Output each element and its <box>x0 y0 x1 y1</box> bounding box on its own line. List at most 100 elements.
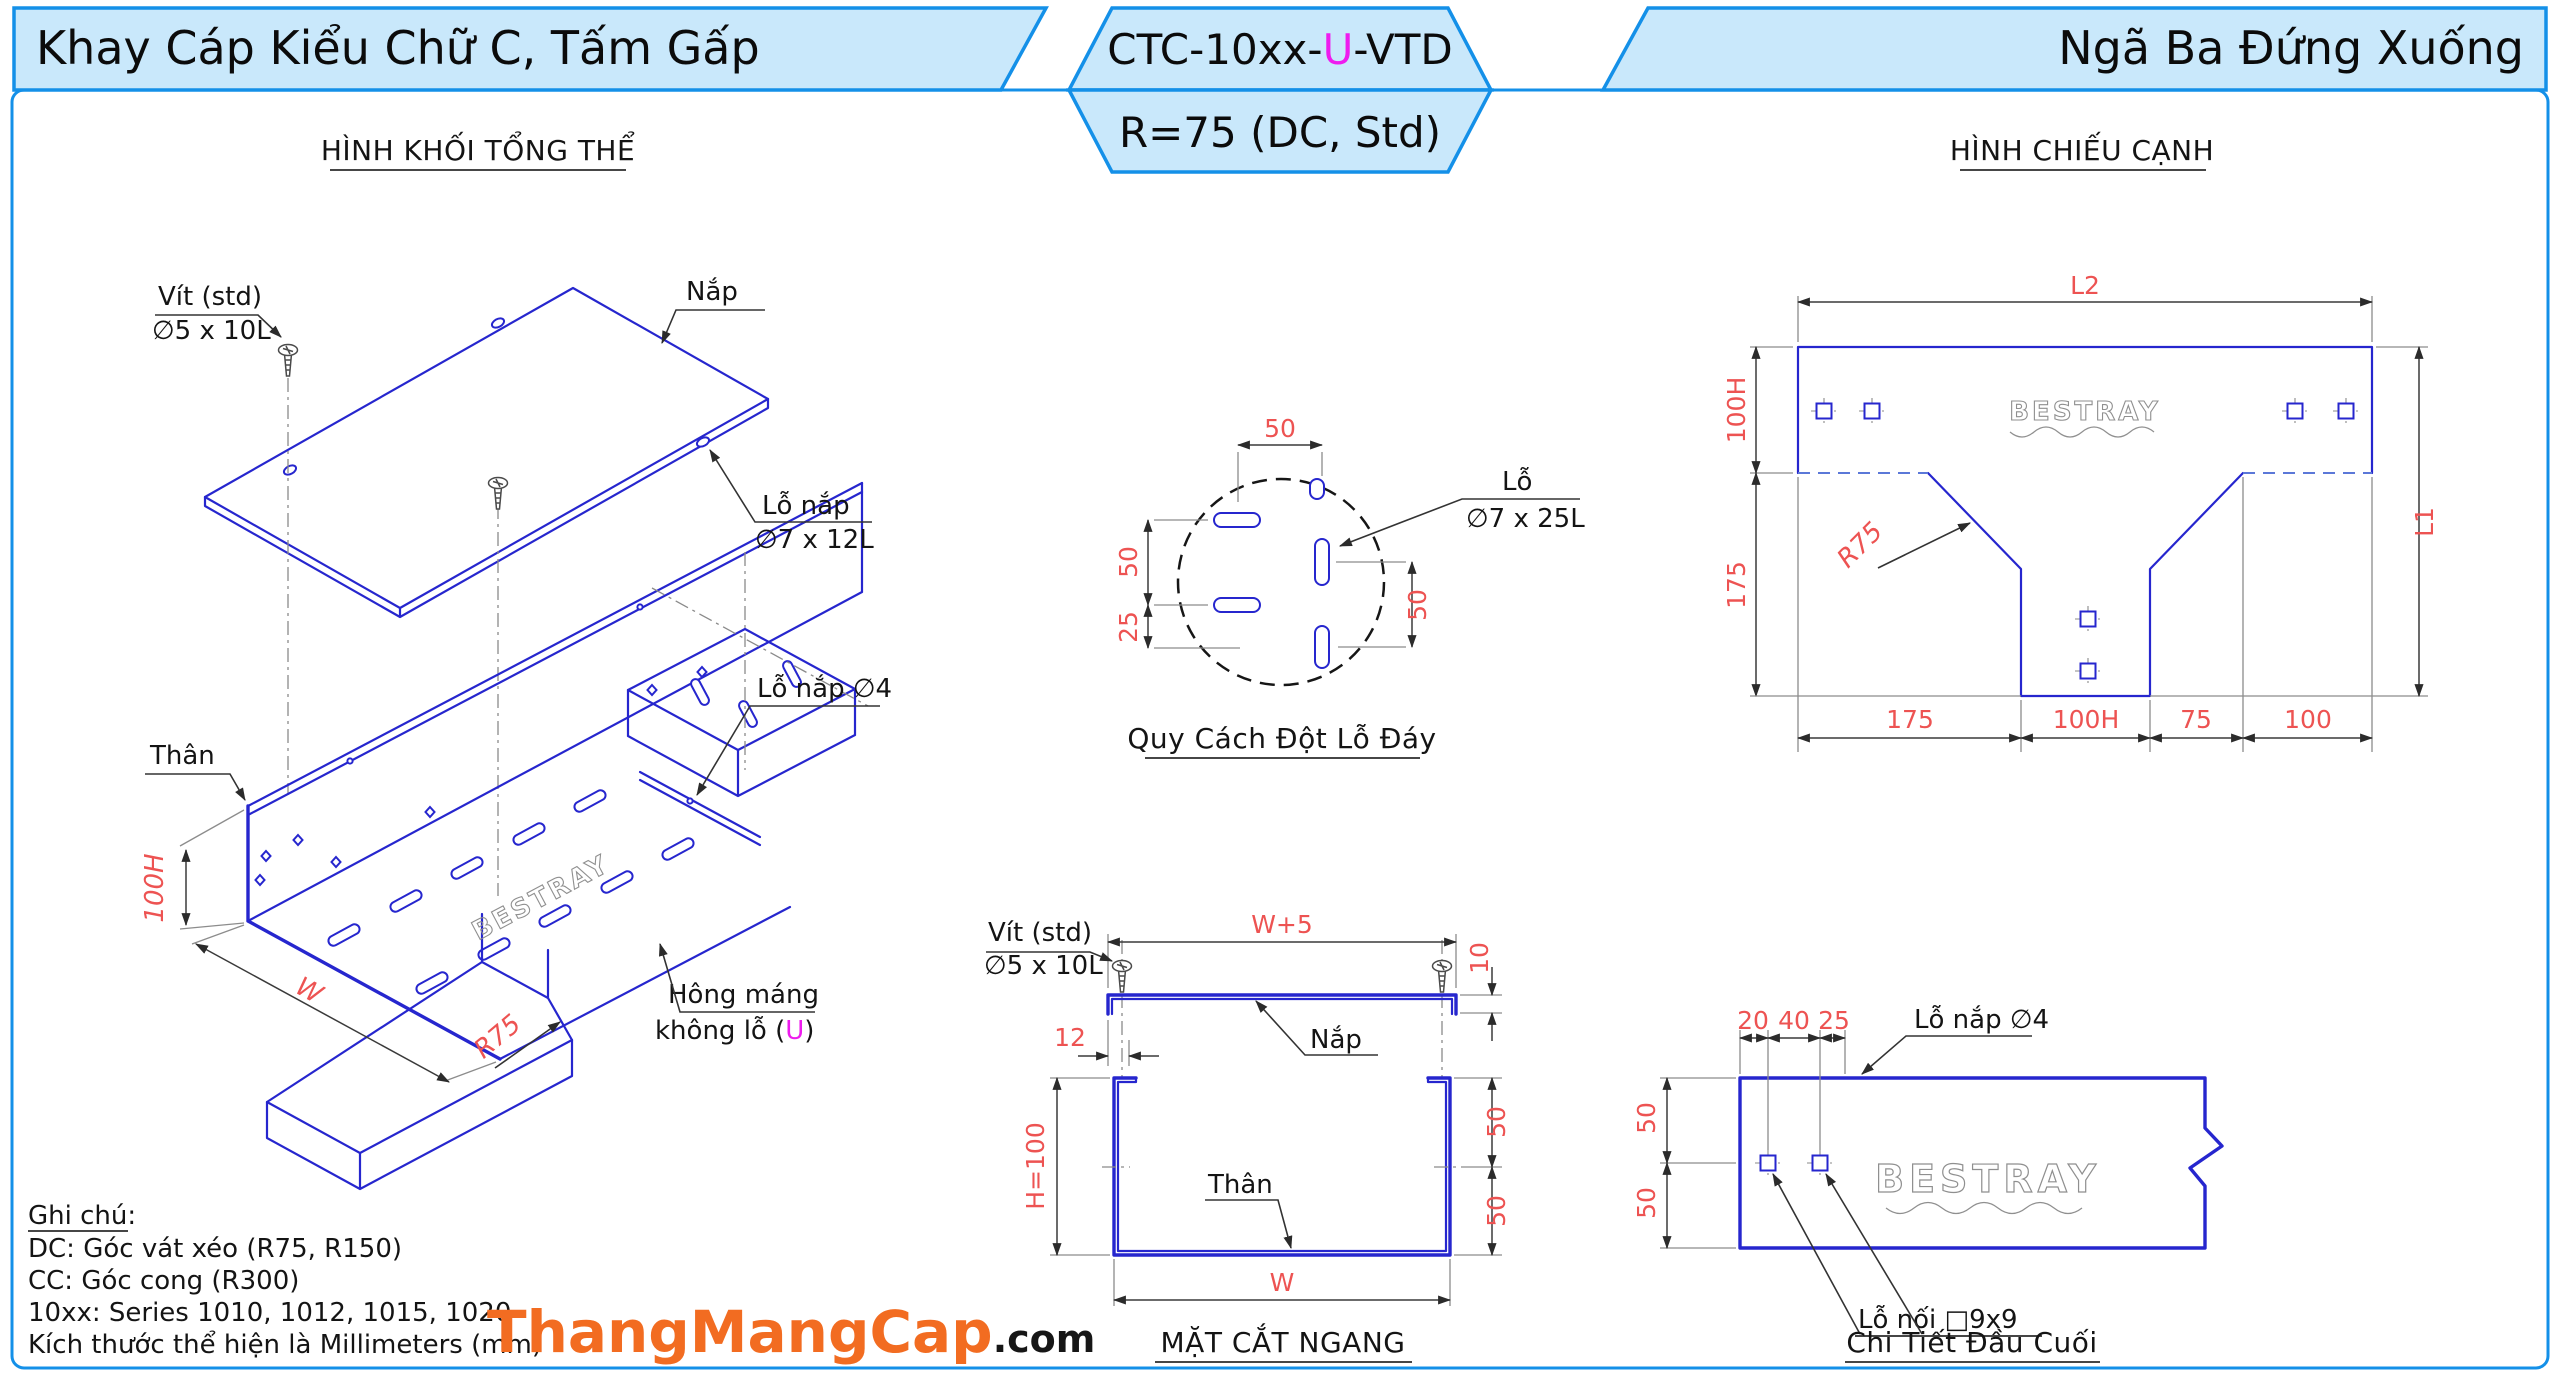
header: Khay Cáp Kiểu Chữ C, Tấm Gấp CTC-10xx-U-… <box>12 6 2548 174</box>
iso-body: BESTRAY <box>246 481 869 1191</box>
dim-bottom-175: 175 <box>1886 705 1934 734</box>
end-detail-view: BESTRAY 20 40 25 50 50 Lỗ nắp ∅4 Lỗ nối … <box>1632 1004 2224 1363</box>
header-right-banner <box>1600 6 2548 92</box>
punch-slot <box>1213 597 1261 613</box>
label-punch-hole-size: ∅7 x 25L <box>1466 504 1585 534</box>
cover-hole <box>490 317 506 329</box>
label-screw: Vít (std) <box>158 282 262 312</box>
end-title: Chi Tiết Đầu Cuối <box>1846 1326 2097 1359</box>
dim-left-50: 50 <box>1114 546 1143 578</box>
cover-hole <box>695 436 711 448</box>
punch-slot-partial <box>1309 478 1325 500</box>
punch-view: 50 50 25 50 Lỗ ∅7 x 25L Quy Cách Đột Lỗ … <box>1114 414 1585 759</box>
dim-10: 10 <box>1465 942 1494 974</box>
end-labels: Lỗ nắp ∅4 Lỗ nối □9x9 <box>1772 1004 2049 1337</box>
end-plate <box>1738 1076 2224 1250</box>
dim-right-50: 50 <box>1403 589 1432 621</box>
dim-50-lower: 50 <box>1482 1195 1511 1227</box>
rail-hole <box>686 797 694 805</box>
label-screw-size: ∅5 x 10L <box>984 951 1103 981</box>
label-joint-hole: Lỗ nối □9x9 <box>1858 1304 2018 1335</box>
punch-boundary <box>1176 477 1386 687</box>
bestray-watermark: BESTRAY <box>467 849 615 947</box>
bestray-watermark: BESTRAY <box>2009 397 2161 427</box>
rail-hole <box>636 603 644 611</box>
iso-branch <box>265 552 869 1191</box>
iso-cover <box>203 286 770 619</box>
dim-50-upper: 50 <box>1632 1102 1661 1134</box>
dim-top-50: 50 <box>1264 414 1296 443</box>
label-body: Thân <box>1207 1170 1273 1200</box>
label-rail-hole: Lỗ nắp ∅4 <box>757 673 892 704</box>
label-body: Thân <box>149 741 215 771</box>
fitting-name: Ngã Ba Đứng Xuống <box>2058 21 2524 75</box>
dim-175-left: 175 <box>1722 561 1751 609</box>
punch-slot <box>1314 538 1330 586</box>
dim-20: 20 <box>1737 1006 1769 1035</box>
model-radius: R=75 (DC, Std) <box>1119 108 1441 157</box>
dim-25: 25 <box>1818 1006 1850 1035</box>
label-screw: Vít (std) <box>988 918 1092 948</box>
note-line: Kích thước thể hiện là Millimeters (mm) <box>28 1329 542 1360</box>
brand-logo: ThangMangCap.com <box>487 1298 1095 1366</box>
dim-r75: R75 <box>469 1009 527 1065</box>
screw-centerline <box>1121 940 1443 1078</box>
cross-title: MẶT CẮT NGANG <box>1161 1322 1406 1359</box>
side-view: HÌNH CHIẾU CẠNH BESTRAY L2 100H 175 L1 R… <box>1722 130 2439 752</box>
header-model-badge-bottom <box>1066 88 1494 174</box>
model-code: CTC-10xx-U-VTD <box>1107 25 1452 74</box>
iso-labels: Vít (std) ∅5 x 10L Nắp Lỗ nắp ∅7 x 12L L… <box>145 276 892 1046</box>
dim-l2: L2 <box>2070 271 2100 300</box>
note-line: DC: Góc vát xéo (R75, R150) <box>28 1234 402 1264</box>
cross-labels: Vít (std) ∅5 x 10L Nắp Thân <box>984 918 1378 1250</box>
dim-l1: L1 <box>2410 507 2439 537</box>
floor-slots <box>327 789 695 995</box>
label-punch-hole: Lỗ <box>1502 466 1532 497</box>
dim-w: W <box>1270 1268 1295 1297</box>
side-dimensions: L2 100H 175 L1 R75 175 100H 75 100 <box>1722 271 2439 752</box>
dim-50-upper: 50 <box>1482 1106 1511 1138</box>
punch-title: Quy Cách Đột Lỗ Đáy <box>1127 722 1436 755</box>
label-side-panel-1: Hông máng <box>668 980 819 1010</box>
cover-hole <box>282 464 298 476</box>
dim-h100: H=100 <box>1021 1122 1050 1209</box>
note-line: 10xx: Series 1010, 1012, 1015, 1020 <box>28 1298 511 1328</box>
punch-dimensions: 50 50 25 50 <box>1114 414 1432 650</box>
notes: Ghi chú: DC: Góc vát xéo (R75, R150) CC:… <box>28 1201 542 1360</box>
label-cover: Nắp <box>686 276 738 307</box>
cross-dimensions: W+5 10 12 H=100 50 50 W <box>1021 910 1511 1306</box>
sheet-title: Khay Cáp Kiểu Chữ C, Tấm Gấp <box>36 21 760 75</box>
dim-bottom-75: 75 <box>2180 705 2212 734</box>
label-cover-hole: Lỗ nắp ∅4 <box>1914 1004 2049 1035</box>
label-screw-size: ∅5 x 10L <box>152 316 271 346</box>
dim-40: 40 <box>1778 1006 1810 1035</box>
label-side-panel-2: không lỗ (U) <box>655 1015 814 1046</box>
dim-50-lower: 50 <box>1632 1187 1661 1219</box>
bestray-watermark: BESTRAY <box>1875 1157 2101 1201</box>
tee-top-bar <box>1796 345 2374 475</box>
iso-title: HÌNH KHỐI TỔNG THỂ <box>321 130 635 167</box>
dim-left-25: 25 <box>1114 611 1143 643</box>
dim-w: W <box>290 972 328 1011</box>
dim-w5: W+5 <box>1251 910 1313 939</box>
wall-holes <box>254 665 708 887</box>
body-profile <box>1112 1076 1452 1257</box>
dim-100h: 100H <box>140 853 170 922</box>
header-left-banner <box>12 6 1049 92</box>
side-title: HÌNH CHIẾU CẠNH <box>1950 130 2214 167</box>
dim-bottom-100h: 100H <box>2053 705 2120 734</box>
label-cap: Nắp <box>1310 1024 1362 1055</box>
note-line: CC: Góc cong (R300) <box>28 1266 299 1296</box>
dim-r75: R75 <box>1832 517 1889 574</box>
end-dimensions: 20 40 25 50 50 <box>1632 1006 1850 1250</box>
label-cover-hole: Lỗ nắp <box>762 490 850 521</box>
screw-centerline <box>287 378 499 896</box>
label-cover-hole-size: ∅7 x 12L <box>755 525 874 555</box>
tee-stem <box>1926 471 2245 698</box>
punch-slot <box>1213 512 1261 528</box>
cap-profile <box>1106 993 1458 1016</box>
iso-view: HÌNH KHỐI TỔNG THỂ <box>140 130 892 1191</box>
punch-slot <box>1314 625 1330 669</box>
